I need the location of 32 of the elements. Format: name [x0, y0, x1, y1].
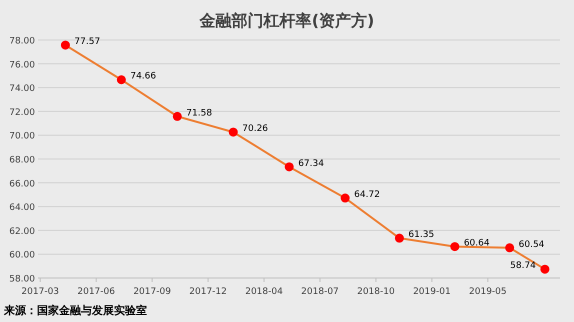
data-label: 67.34 [298, 158, 324, 169]
x-tick-label: 2017-09 [133, 287, 172, 297]
data-label: 60.54 [518, 240, 545, 250]
data-label: 64.72 [354, 190, 380, 200]
data-label: 74.66 [130, 72, 156, 82]
x-tick-label: 2017-03 [21, 287, 60, 297]
x-tick-label: 2019-05 [469, 287, 507, 297]
data-label: 77.57 [74, 37, 100, 48]
y-tick-label: 62.00 [9, 226, 36, 237]
y-tick-label: 72.00 [9, 108, 36, 118]
x-tick-label: 2019-01 [413, 287, 451, 297]
data-label: 58.74 [510, 261, 536, 272]
y-tick-label: 76.00 [9, 60, 36, 70]
chart-title: 金融部门杠杆率(资产方) [198, 11, 374, 30]
source-note: 来源：国家金融与发展实验室 [3, 304, 147, 317]
x-tick-label: 2018-04 [245, 287, 284, 297]
y-tick-label: 66.00 [9, 179, 36, 190]
y-tick-label: 78.00 [9, 36, 36, 46]
y-tick-label: 70.00 [9, 132, 36, 142]
data-label: 61.35 [408, 230, 434, 240]
x-tick-label: 2018-07 [301, 287, 339, 297]
y-tick-label: 68.00 [9, 156, 36, 166]
y-tick-label: 74.00 [9, 84, 36, 94]
x-tick-label: 2017-12 [189, 287, 227, 297]
x-tick-label: 2018-10 [357, 287, 396, 297]
data-label: 60.64 [464, 238, 490, 249]
y-tick-label: 58.00 [9, 274, 36, 284]
data-label: 70.26 [242, 124, 268, 134]
y-tick-label: 64.00 [9, 203, 36, 214]
y-tick-label: 60.00 [9, 250, 36, 261]
x-tick-label: 2017-06 [77, 287, 116, 297]
data-label: 71.58 [186, 108, 212, 118]
